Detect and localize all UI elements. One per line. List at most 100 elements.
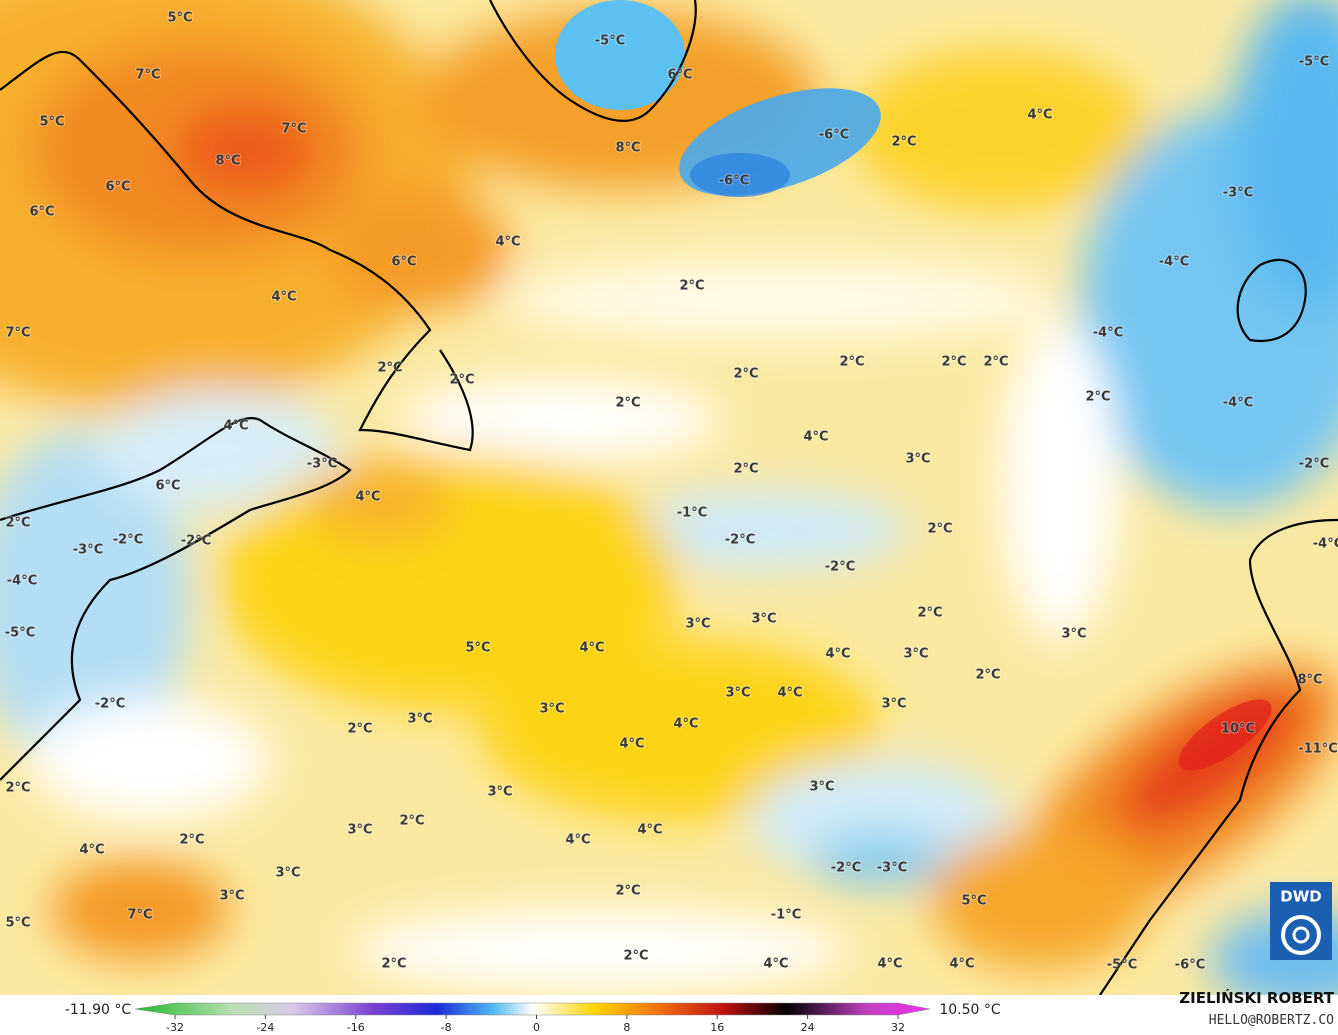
colorbar-max: 10.50 °C — [939, 1002, 1001, 1018]
temperature-label: -5°C — [1107, 958, 1137, 973]
temperature-label: 4°C — [355, 490, 380, 505]
temperature-label: 2°C — [1085, 390, 1110, 405]
temperature-label: 3°C — [905, 452, 930, 467]
temperature-label: 3°C — [725, 686, 750, 701]
temperature-label: 2°C — [449, 373, 474, 388]
temperature-label: 2°C — [5, 781, 30, 796]
contact: HELLO@ROBERTZ.CO — [1209, 1013, 1334, 1028]
temperature-label: 4°C — [763, 957, 788, 972]
temperature-label: 2°C — [377, 361, 402, 376]
temperature-label: 8°C — [215, 154, 240, 169]
dwd-logo: DWD — [1270, 882, 1332, 960]
temperature-label: 2°C — [615, 396, 640, 411]
temperature-label: 3°C — [487, 785, 512, 800]
temperature-label: -2°C — [1299, 457, 1329, 472]
temperature-label: 3°C — [1061, 627, 1086, 642]
temperature-label: 5°C — [39, 115, 64, 130]
temperature-label: -2°C — [725, 533, 755, 548]
temperature-label: 2°C — [975, 668, 1000, 683]
temperature-label: -4°C — [1159, 255, 1189, 270]
colorbar-tick-label: 0 — [533, 1021, 540, 1034]
temperature-label: 4°C — [223, 419, 248, 434]
temperature-label: -11°C — [1298, 742, 1338, 757]
temperature-label: -3°C — [877, 861, 907, 876]
colorbar-tick-label: 32 — [891, 1021, 905, 1034]
temperature-label: 2°C — [983, 355, 1008, 370]
temperature-label: 4°C — [803, 430, 828, 445]
temperature-label: 2°C — [5, 516, 30, 531]
temperature-label: 3°C — [219, 889, 244, 904]
temperature-label: 4°C — [565, 833, 590, 848]
temperature-label: -6°C — [719, 174, 749, 189]
temperature-label: 5°C — [5, 916, 30, 931]
colorbar-tick-label: -8 — [441, 1021, 452, 1034]
temperature-label: 4°C — [495, 235, 520, 250]
temperature-label: 2°C — [733, 367, 758, 382]
temperature-label: 5°C — [167, 11, 192, 26]
temperature-label: 2°C — [733, 462, 758, 477]
temperature-label: 3°C — [685, 617, 710, 632]
temperature-label: -4°C — [7, 574, 37, 589]
temperature-label: 7°C — [281, 122, 306, 137]
temperature-label: 5°C — [465, 641, 490, 656]
temperature-label: 3°C — [751, 612, 776, 627]
logo-box — [1270, 882, 1332, 960]
temperature-label: -4°C — [1093, 326, 1123, 341]
temperature-label: -6°C — [819, 128, 849, 143]
logo-swirl — [1281, 915, 1321, 955]
temperature-label: 2°C — [399, 814, 424, 829]
temperature-label: 4°C — [619, 737, 644, 752]
author: ZIELIŃSKI ROBERT — [1179, 988, 1334, 1007]
temperature-label: -2°C — [825, 560, 855, 575]
temperature-label: 3°C — [539, 702, 564, 717]
temperature-label: 5°C — [961, 894, 986, 909]
temperature-label: 6°C — [155, 479, 180, 494]
temperature-label: 4°C — [949, 957, 974, 972]
colorbar-min: -11.90 °C — [65, 1002, 132, 1018]
colorbar-tick-label: 24 — [801, 1021, 815, 1034]
temperature-label: 2°C — [615, 884, 640, 899]
temperature-label: 3°C — [903, 647, 928, 662]
temperature-label: 4°C — [777, 686, 802, 701]
temperature-label: 4°C — [877, 957, 902, 972]
temperature-label: 3°C — [881, 697, 906, 712]
temperature-label: -3°C — [1223, 186, 1253, 201]
temperature-label: 7°C — [127, 908, 152, 923]
temperature-label: -3°C — [73, 543, 103, 558]
temperature-label: -6°C — [1175, 958, 1205, 973]
temperature-label: 10°C — [1221, 722, 1255, 737]
colorbar-tick-label: -24 — [256, 1021, 274, 1034]
temperature-label: 4°C — [637, 823, 662, 838]
temperature-label: 2°C — [917, 606, 942, 621]
temperature-label: 2°C — [679, 279, 704, 294]
temperature-label: 6°C — [105, 180, 130, 195]
temperature-label: -3°C — [307, 457, 337, 472]
temperature-label: 3°C — [407, 712, 432, 727]
temperature-labels: 5°C 7°C 5°C 6°C 8°C 7°C 6°C 6°C 4°C 7°C 4°C -5°C 6°C… — [4, 10, 1338, 974]
temperature-label: -4°C — [1313, 537, 1338, 552]
temperature-label: 4°C — [271, 290, 296, 305]
temperature-label: 2°C — [927, 522, 952, 537]
temperature-label: -5°C — [595, 34, 625, 49]
temperature-label: -1°C — [677, 506, 707, 521]
colorbar-tick-label: -32 — [166, 1021, 184, 1034]
temperature-label: 8°C — [1297, 673, 1322, 688]
temperature-label: 3°C — [347, 823, 372, 838]
temperature-label: 7°C — [5, 326, 30, 341]
temperature-label: 4°C — [79, 843, 104, 858]
logo-swirl — [1292, 926, 1310, 944]
temperature-label: -2°C — [831, 861, 861, 876]
temperature-label: -5°C — [1299, 55, 1329, 70]
colorbar-tick-label: 8 — [623, 1021, 630, 1034]
colorbar — [134, 1002, 931, 1016]
logo-text: DWD — [1280, 888, 1321, 906]
temperature-label: 6°C — [29, 205, 54, 220]
temperature-label: 3°C — [275, 866, 300, 881]
temperature-label: 2°C — [623, 949, 648, 964]
temperature-label: 2°C — [839, 355, 864, 370]
temperature-label: 6°C — [667, 68, 692, 83]
temperature-label: -2°C — [95, 697, 125, 712]
temperature-label: 2°C — [179, 833, 204, 848]
temperature-label: 4°C — [673, 717, 698, 732]
